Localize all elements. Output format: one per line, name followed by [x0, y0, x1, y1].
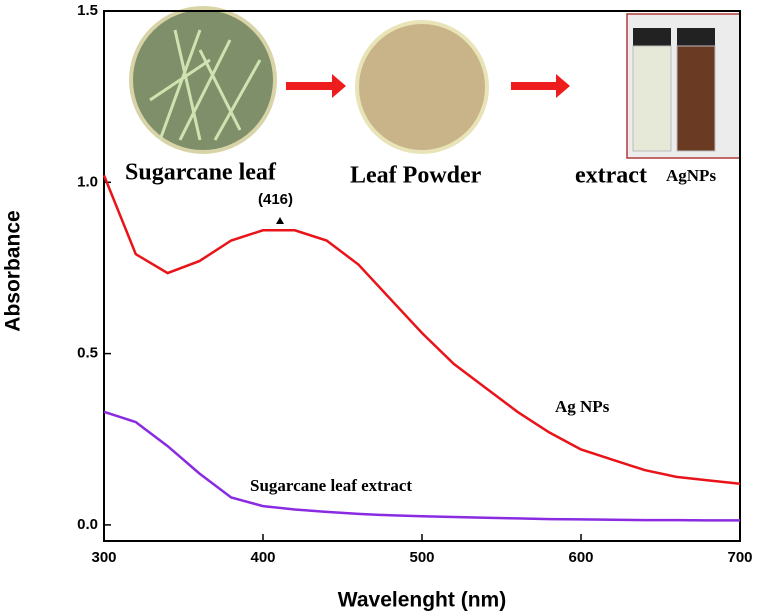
arrow — [286, 74, 346, 98]
x-axis-title: Wavelenght (nm) — [338, 589, 506, 612]
annotation: Sugarcane leaf — [125, 160, 277, 186]
y-tick-label: 1.5 — [77, 2, 98, 19]
annotation: AgNPs — [666, 166, 716, 185]
cap — [677, 28, 715, 46]
y-tick-label: 0.0 — [77, 516, 98, 533]
y-tick-label: 0.5 — [77, 345, 98, 362]
series-line — [103, 410, 740, 522]
sugarcane-photo — [129, 6, 277, 154]
cap — [633, 28, 671, 46]
x-tick-label: 600 — [568, 549, 593, 566]
powder-photo — [355, 20, 489, 154]
x-tick-label: 400 — [250, 549, 275, 566]
inset-images — [129, 6, 741, 159]
vial — [676, 45, 716, 152]
x-tick-label: 500 — [409, 549, 434, 566]
x-tick-label: 700 — [727, 549, 752, 566]
annotation: (416) — [258, 191, 293, 208]
series-label: Ag NPs — [555, 397, 610, 416]
annotation-arrow — [276, 217, 284, 224]
y-axis-title: Absorbance — [2, 210, 25, 331]
x-tick-label: 300 — [91, 549, 116, 566]
plot-frame — [103, 10, 741, 542]
series-line — [102, 174, 741, 486]
annotation: Leaf Powder — [350, 163, 482, 189]
y-tick-label: 1.0 — [77, 173, 98, 190]
arrow — [511, 74, 570, 98]
series-label: Sugarcane leaf extract — [250, 476, 412, 495]
leaves — [149, 29, 262, 141]
vial — [632, 45, 672, 152]
annotation: extract — [575, 163, 647, 189]
